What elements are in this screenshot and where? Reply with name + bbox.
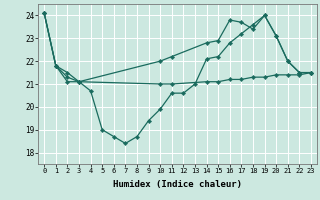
X-axis label: Humidex (Indice chaleur): Humidex (Indice chaleur) — [113, 180, 242, 189]
